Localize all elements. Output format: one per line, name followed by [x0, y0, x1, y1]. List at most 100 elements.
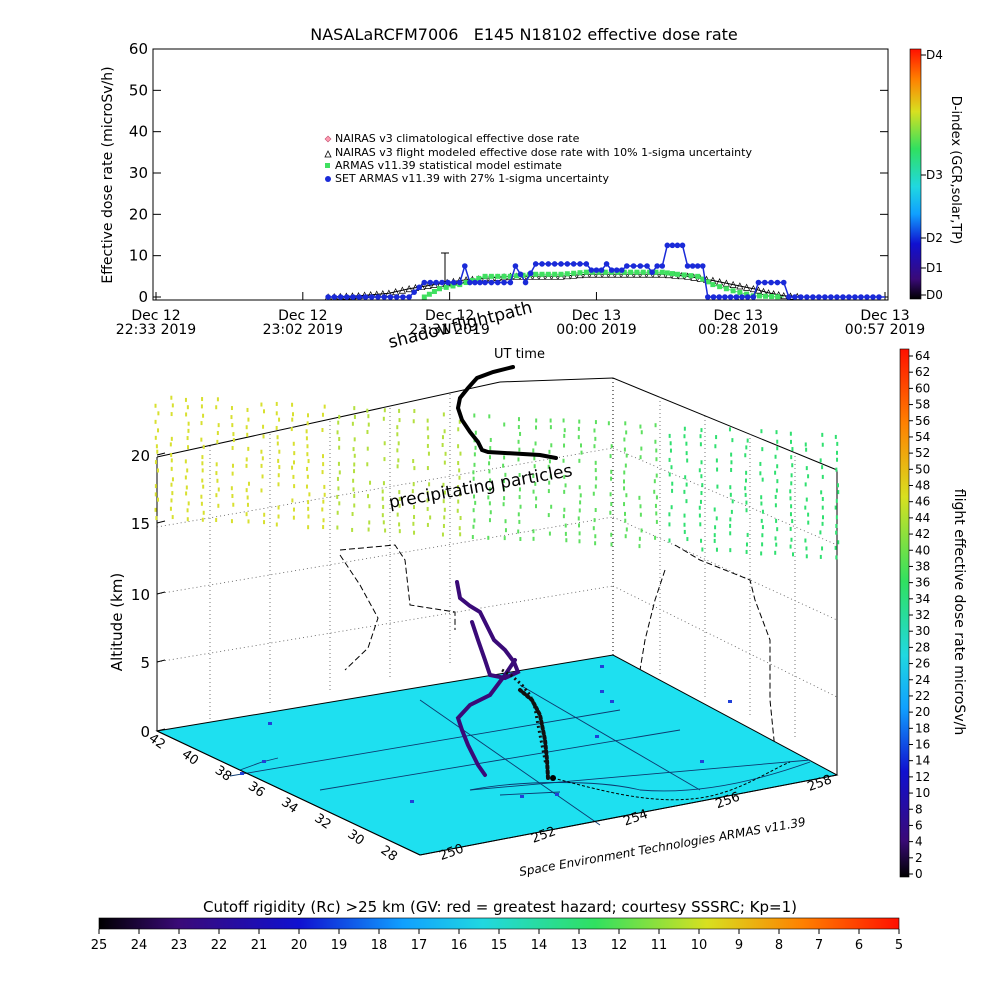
dose-tick-label: 52 [915, 446, 930, 460]
rigidity-tick-label: 22 [211, 938, 228, 953]
series-marker-square [628, 269, 634, 275]
dose-tick-label: 10 [915, 786, 930, 800]
altitude-axis-label: Altitude (km) [108, 573, 126, 671]
series-marker-dot [545, 261, 552, 267]
series-marker-triangle [405, 284, 413, 293]
floor-marker [600, 690, 604, 693]
series-marker-dot [716, 294, 723, 300]
dose-tick-label: 20 [915, 705, 930, 719]
series-marker-triangle [749, 284, 757, 293]
series-marker-dot [840, 294, 846, 300]
series-marker-triangle [743, 283, 751, 291]
top-x-tick-time: 00:00 2019 [556, 322, 636, 338]
series-marker-dot [624, 263, 630, 269]
top-y-tick-label: 50 [129, 81, 148, 99]
floor-marker [520, 795, 524, 798]
series-marker-square [723, 286, 729, 292]
series-marker-dot [456, 279, 463, 286]
series-marker-dot [598, 267, 605, 273]
dose-tick-label: 26 [915, 657, 930, 671]
dose-tick-label: 46 [915, 495, 930, 509]
series-marker-dot [337, 294, 344, 300]
series-marker-dot [876, 294, 882, 300]
series-marker-square [700, 276, 706, 282]
series-marker-dot [375, 294, 381, 300]
top-y-tick-label: 60 [129, 40, 148, 58]
series-marker-dot [472, 279, 478, 286]
rigidity-tick-label: 12 [611, 938, 628, 953]
floor-marker [240, 772, 244, 775]
series-marker-dot [727, 294, 734, 300]
series-marker-dot [858, 294, 864, 300]
series-marker-dot [517, 271, 524, 278]
series-marker-dot [780, 279, 787, 286]
d-index-colorbar [909, 48, 922, 300]
latitude-tick-label: 34 [278, 795, 300, 817]
series-marker-dot [649, 269, 655, 276]
series-marker-dot [482, 279, 488, 286]
series-marker-dot [694, 263, 701, 269]
dose-tick-label: 58 [915, 398, 930, 412]
series-marker-dot [804, 294, 810, 300]
d-index-tick-label: D4 [926, 48, 943, 62]
series-marker-triangle [424, 281, 432, 289]
dose-tick-label: 8 [915, 802, 923, 816]
top-x-tick-time: 23:02 2019 [263, 322, 343, 338]
series-marker-square [482, 273, 488, 279]
series-marker-dot [816, 294, 822, 300]
rigidity-tick-label: 25 [91, 938, 108, 953]
top-x-tick-time: 23:31 2019 [409, 322, 489, 338]
latitude-tick-label: 32 [311, 811, 333, 833]
series-marker-square [488, 273, 494, 279]
series-marker-square [476, 275, 482, 281]
series-marker-dot [798, 294, 804, 300]
series-marker-square [539, 271, 545, 277]
series-marker-square [710, 282, 716, 288]
floor-marker [595, 735, 599, 738]
top-x-tick-date: Dec 12 [425, 308, 474, 324]
series-marker-dot [603, 261, 610, 267]
series-marker-dot [462, 263, 468, 269]
rigidity-tick-label: 7 [815, 938, 823, 953]
latitude-tick-label: 36 [245, 779, 267, 801]
series-marker-square [533, 271, 539, 277]
series-marker-dot [684, 263, 691, 269]
series-marker-dot [325, 294, 331, 300]
top-x-tick-date: Dec 13 [572, 308, 621, 324]
dose-tick-label: 14 [915, 754, 930, 768]
legend-label-nairas-flight: NAIRAS v3 flight modeled effective dose … [335, 146, 752, 159]
series-marker-dot [350, 294, 356, 300]
dose-tick-label: 32 [915, 608, 930, 622]
rigidity-tick-label: 23 [171, 938, 188, 953]
flight-track-3d [455, 580, 521, 681]
series-marker-square [437, 286, 442, 292]
series-marker-dot [551, 261, 558, 267]
rigidity-colorbar-ticks: 25 24 23 22 21 20 19 18 17 16 15 14 13 12 11 10 9 8 7 6 5 [91, 929, 903, 953]
rigidity-tick-label: 5 [895, 938, 903, 953]
dose-tick-label: 12 [915, 770, 930, 784]
rigidity-tick-label: 17 [411, 938, 428, 953]
series-marker-square [730, 288, 736, 294]
series-marker-square [705, 279, 711, 285]
altitude-tick [156, 591, 166, 595]
series-marker-dot [870, 294, 876, 300]
series-marker-dot [846, 294, 852, 300]
rigidity-tick-label: 15 [491, 938, 508, 953]
dose-tick-label: 64 [915, 349, 930, 363]
series-marker-dot [564, 261, 571, 267]
rigidity-colorbar-title: Cutoff rigidity (Rc) >25 km (GV: red = g… [203, 898, 797, 916]
legend-label-armas-statistical: ARMAS v11.39 statistical model estimate [335, 159, 562, 172]
series-marker-triangle [722, 279, 730, 287]
series-marker-square [669, 271, 675, 277]
series-marker-dot [637, 263, 644, 269]
series-marker-dot [679, 242, 686, 249]
series-marker-square [737, 289, 743, 295]
series-marker-square [621, 269, 627, 275]
series-marker-dot [400, 294, 406, 300]
series-marker-dot [710, 294, 717, 300]
series-marker-dot [674, 242, 681, 249]
series-marker-square [688, 273, 694, 279]
series-marker-dot [344, 294, 350, 300]
series-marker-dot [362, 294, 369, 300]
altitude-tick-label: 10 [131, 586, 150, 604]
